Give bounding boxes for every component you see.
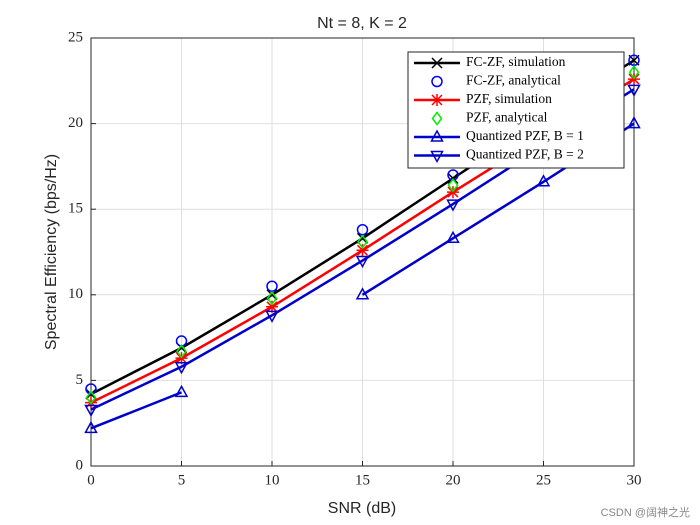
legend-label: FC-ZF, simulation xyxy=(466,54,566,69)
legend-label: Quantized PZF, B = 1 xyxy=(466,128,584,143)
marker xyxy=(266,290,278,306)
marker xyxy=(446,199,460,212)
marker xyxy=(355,255,370,269)
marker xyxy=(84,420,98,434)
marker xyxy=(356,244,369,257)
marker xyxy=(447,177,459,193)
y-tick-label: 20 xyxy=(68,115,83,131)
marker xyxy=(627,116,641,129)
y-axis-label: Spectral Efficiency (bps/Hz) xyxy=(43,154,60,350)
marker xyxy=(85,383,97,395)
marker xyxy=(174,384,189,398)
legend: FC-ZF, simulation FC-ZF, analytical PZF, s… xyxy=(407,51,625,169)
legend-box xyxy=(407,51,625,169)
marker xyxy=(266,289,278,301)
marker xyxy=(355,287,370,300)
marker xyxy=(266,300,278,313)
legend-label: PZF, analytical xyxy=(466,110,548,125)
legend-marker xyxy=(431,94,443,106)
x-tick-label: 25 xyxy=(536,472,551,488)
marker xyxy=(174,361,189,375)
legend-marker xyxy=(431,111,443,126)
x-tick-label: 15 xyxy=(355,472,370,488)
axes-box xyxy=(90,37,635,467)
y-tick-label: 15 xyxy=(68,201,83,217)
marker xyxy=(176,344,187,359)
legend-marker xyxy=(430,129,444,142)
marker xyxy=(84,404,98,418)
y-tick-label: 25 xyxy=(68,29,83,45)
y-tick-label: 10 xyxy=(68,286,83,302)
legend-marker xyxy=(430,150,444,164)
marker xyxy=(85,390,97,405)
marker xyxy=(265,310,279,323)
marker xyxy=(356,232,369,244)
marker xyxy=(536,174,551,187)
x-axis-label: SNR (dB) xyxy=(328,500,396,517)
legend-marker xyxy=(431,57,443,69)
x-tick-label: 0 xyxy=(87,472,95,488)
x-tick-label: 10 xyxy=(265,472,280,488)
marker xyxy=(628,64,640,80)
x-tick-label: 5 xyxy=(178,472,186,488)
legend-marker xyxy=(431,75,443,88)
marker xyxy=(357,234,368,249)
x-tick-label: 30 xyxy=(627,472,642,488)
y-tick-label: 5 xyxy=(76,372,84,388)
legend-label: Quantized PZF, B = 2 xyxy=(466,147,584,162)
marker xyxy=(627,84,641,97)
x-tick-label: 20 xyxy=(446,472,461,488)
watermark: CSDN @阔神之光 xyxy=(601,505,690,519)
chart-title: Nt = 8, K = 2 xyxy=(317,15,407,32)
legend-label: FC-ZF, analytical xyxy=(466,73,561,88)
y-tick-label: 0 xyxy=(76,457,84,473)
legend-label: PZF, simulation xyxy=(466,91,552,106)
marker xyxy=(446,230,460,244)
